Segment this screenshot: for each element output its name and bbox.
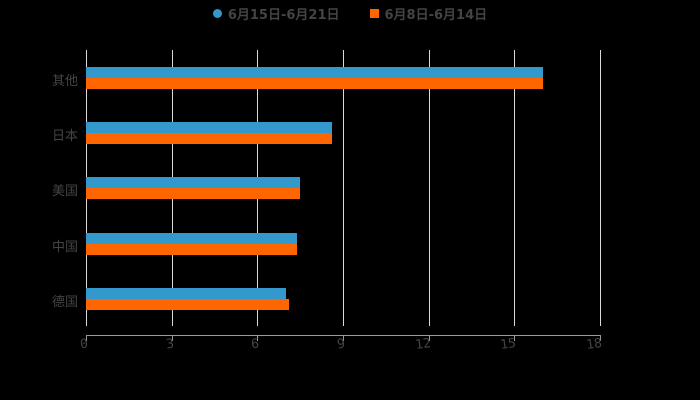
- category-label: 德国: [51, 294, 78, 310]
- bar[interactable]: [86, 122, 332, 134]
- legend-square-icon: [369, 9, 379, 18]
- bar[interactable]: [86, 188, 301, 200]
- x-tick-label: 15: [499, 335, 518, 354]
- bar[interactable]: [86, 133, 332, 145]
- legend-item-week-jun8[interactable]: 6月8日-6月14日: [369, 4, 488, 23]
- x-tick-label: 6: [250, 336, 261, 353]
- legend-item-week-jun15[interactable]: 6月15日-6月21日: [212, 4, 340, 23]
- x-tick-label: 9: [336, 336, 347, 353]
- x-tick-label: 18: [585, 335, 603, 354]
- bar[interactable]: [86, 78, 543, 89]
- chart-legend: 6月15日-6月21日 6月8日-6月14日: [0, 4, 700, 23]
- x-tick: [428, 335, 430, 341]
- bar[interactable]: [86, 67, 543, 78]
- category-label: 其他: [51, 74, 78, 89]
- bar[interactable]: [86, 232, 298, 244]
- category-label: 日本: [51, 129, 78, 145]
- x-tick: [514, 335, 516, 341]
- legend-label: 6月15日-6月21日: [227, 8, 340, 23]
- x-tick: [600, 335, 601, 341]
- x-tick-label: 0: [79, 336, 90, 353]
- gridline: [514, 50, 516, 326]
- x-tick: [86, 335, 87, 341]
- category-label: 美国: [51, 184, 78, 200]
- x-tick-label: 12: [414, 335, 432, 354]
- gridline: [428, 50, 430, 326]
- x-tick-label: 3: [164, 336, 175, 353]
- bar[interactable]: [86, 298, 289, 310]
- bar[interactable]: [86, 177, 301, 189]
- x-tick: [257, 335, 259, 341]
- gridline: [600, 50, 601, 326]
- bar[interactable]: [86, 243, 298, 255]
- legend-label: 6月8日-6月14日: [384, 8, 488, 23]
- gridline: [343, 50, 344, 326]
- x-tick: [343, 335, 344, 341]
- legend-circle-icon: [212, 9, 222, 18]
- category-label: 中国: [51, 239, 78, 255]
- bar[interactable]: [86, 287, 286, 299]
- x-tick: [171, 335, 173, 341]
